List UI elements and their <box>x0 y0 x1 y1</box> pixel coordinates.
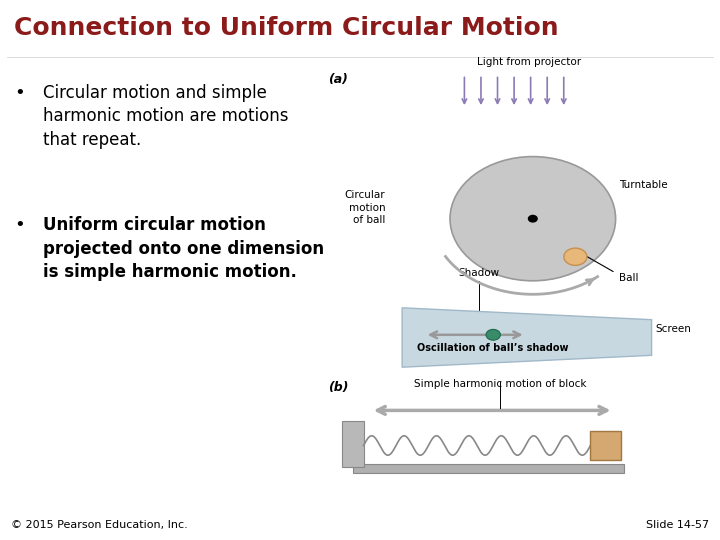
Text: Turntable: Turntable <box>619 179 668 190</box>
Bar <box>342 421 364 467</box>
Text: (b): (b) <box>328 381 348 394</box>
Bar <box>590 431 621 460</box>
Text: (a): (a) <box>328 73 348 86</box>
Text: Uniform circular motion
projected onto one dimension
is simple harmonic motion.: Uniform circular motion projected onto o… <box>43 216 324 281</box>
Text: Circular
motion
of ball: Circular motion of ball <box>345 191 385 225</box>
Circle shape <box>450 157 616 281</box>
Text: Connection to Uniform Circular Motion: Connection to Uniform Circular Motion <box>14 16 559 40</box>
Text: Screen: Screen <box>655 323 691 334</box>
Text: Light from projector: Light from projector <box>477 57 581 67</box>
Text: Circular motion and simple
harmonic motion are motions
that repeat.: Circular motion and simple harmonic moti… <box>43 84 289 149</box>
Text: Ball: Ball <box>619 273 639 284</box>
Text: Oscillation of ball’s shadow: Oscillation of ball’s shadow <box>418 343 569 353</box>
Text: Slide 14-57: Slide 14-57 <box>646 520 709 530</box>
Circle shape <box>486 329 500 340</box>
Text: •: • <box>14 216 25 234</box>
Text: Shadow: Shadow <box>458 268 500 278</box>
Bar <box>353 464 624 472</box>
Text: © 2015 Pearson Education, Inc.: © 2015 Pearson Education, Inc. <box>11 520 187 530</box>
Circle shape <box>528 215 537 222</box>
Circle shape <box>564 248 587 265</box>
Text: Simple harmonic motion of block: Simple harmonic motion of block <box>414 379 587 389</box>
Text: •: • <box>14 84 25 102</box>
Polygon shape <box>402 308 652 367</box>
